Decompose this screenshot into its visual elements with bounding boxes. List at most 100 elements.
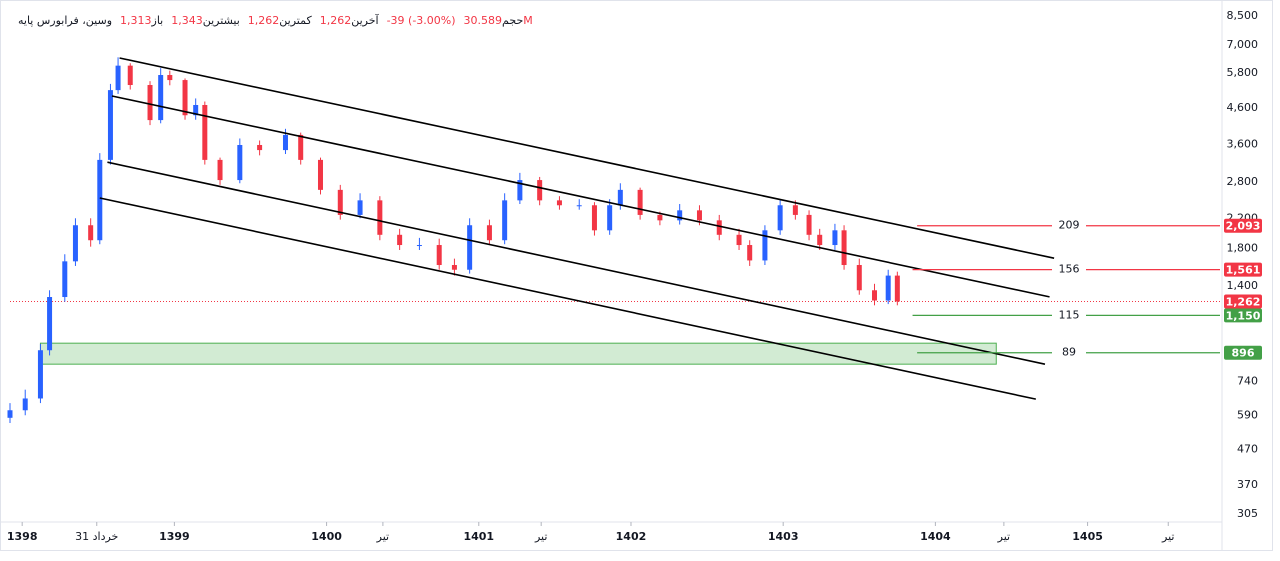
price-label-box	[1224, 218, 1262, 233]
x-tick-label: 1401	[463, 530, 494, 543]
level-note: 156	[1059, 263, 1080, 276]
level-note: 89	[1062, 346, 1076, 359]
y-tick-label: 3,600	[1227, 138, 1259, 151]
header-item: بیشترین1,343	[171, 14, 240, 27]
candle-body	[37, 350, 43, 399]
candle-body	[885, 275, 891, 301]
header-label: باز	[151, 14, 164, 27]
y-tick-label: 1,800	[1227, 241, 1259, 254]
y-tick-label: 370	[1237, 478, 1258, 491]
header-label: حجم	[502, 14, 524, 27]
x-tick-label: تیر	[376, 530, 389, 543]
candle-body	[182, 80, 188, 116]
x-tick-label: 1404	[920, 530, 951, 543]
trend-line	[119, 57, 1055, 259]
header-item: کمترین1,262	[248, 14, 312, 27]
y-tick-label: 470	[1237, 442, 1258, 455]
y-tick-label: 8,500	[1227, 9, 1259, 22]
candle-body	[115, 65, 121, 91]
x-tick-label: تیر	[534, 530, 547, 543]
candle-body	[158, 75, 164, 121]
candle-body	[282, 134, 288, 151]
candle-body	[502, 200, 508, 241]
y-tick-label: 4,600	[1227, 101, 1259, 114]
candle-body	[486, 225, 492, 241]
candle-body	[677, 210, 683, 221]
candle-body	[147, 85, 153, 121]
candle-body	[22, 398, 28, 411]
candle-body	[357, 200, 363, 215]
candle-body	[88, 225, 94, 241]
candle-body	[193, 104, 199, 116]
candle-body	[257, 144, 263, 151]
x-tick-label: 1402	[616, 530, 647, 543]
candle-body	[607, 205, 613, 231]
frame	[0, 0, 1273, 551]
y-tick-label: 1,400	[1227, 279, 1259, 292]
candle-body	[62, 261, 68, 298]
header-item: وسین، فرابورس پایه	[18, 14, 112, 27]
header-label: بیشترین	[202, 14, 240, 27]
header-value: 1,262	[247, 14, 280, 27]
header-item: -39 (-3.00%)	[387, 14, 456, 27]
price-label-box	[1224, 294, 1262, 309]
candle-body	[817, 234, 823, 246]
candle-body	[337, 189, 343, 215]
candle-body	[806, 214, 812, 235]
candle-body	[107, 90, 113, 160]
y-tick-label: 590	[1237, 408, 1258, 421]
header-value: 1,313	[120, 14, 152, 27]
price-label: 1,561	[1226, 264, 1261, 277]
trend-line	[111, 95, 1050, 298]
candle-body	[841, 230, 847, 266]
header-item: باز1,313	[120, 14, 163, 27]
candle-body	[777, 205, 783, 231]
candle-body	[237, 144, 243, 181]
candle-body	[451, 265, 457, 270]
header-item: حجم30.589M	[464, 14, 533, 27]
y-tick-label: 305	[1237, 507, 1258, 520]
level-note: 209	[1059, 219, 1080, 232]
candle-body	[47, 297, 53, 351]
trend-line	[107, 161, 1046, 365]
price-label: 1,150	[1226, 309, 1261, 322]
header-value: 1,262	[319, 14, 352, 27]
support-zone	[39, 342, 997, 365]
x-tick-label: تیر	[1161, 530, 1174, 543]
candle-body	[167, 75, 173, 81]
x-tick-label: 1398	[7, 530, 38, 543]
price-label: 2,093	[1226, 220, 1261, 233]
x-tick-label: 1405	[1072, 530, 1103, 543]
candle-body	[617, 189, 623, 206]
candle-body	[97, 159, 103, 241]
header-label: کمترین	[279, 14, 312, 27]
candle-body	[591, 205, 597, 231]
candle-body	[576, 205, 582, 207]
candle-body	[762, 230, 768, 261]
candle-body	[72, 225, 78, 262]
candle-body	[436, 245, 442, 266]
candle-body	[556, 200, 562, 206]
header-value: 30.589M	[463, 14, 533, 27]
candle-body	[657, 214, 663, 221]
y-tick-label: 7,000	[1227, 38, 1259, 51]
header-item: آخرین1,262	[320, 14, 379, 27]
candle-body	[872, 290, 878, 301]
trend-line	[99, 197, 1037, 400]
candle-body	[537, 180, 543, 201]
candle-body	[637, 189, 643, 215]
candle-body	[832, 230, 838, 246]
candle-body	[377, 200, 383, 235]
candle-body	[736, 234, 742, 246]
candle-body	[467, 225, 473, 270]
x-tick-label: 1399	[159, 530, 190, 543]
header-value: -39 (-3.00%)	[386, 14, 456, 27]
candle-body	[127, 65, 133, 86]
candle-body	[298, 134, 304, 160]
header-text: وسین، فرابورس پایه	[18, 14, 113, 27]
candle-body	[202, 104, 208, 160]
candle-body	[416, 245, 422, 247]
candle-body	[747, 245, 753, 261]
